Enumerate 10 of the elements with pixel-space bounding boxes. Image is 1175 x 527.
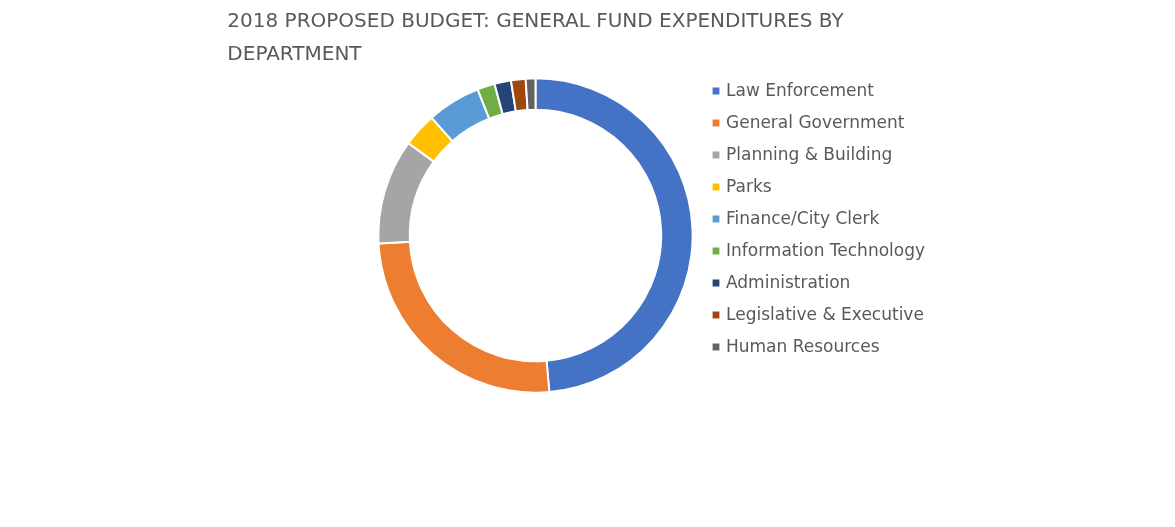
legend-label: Human Resources: [726, 336, 880, 356]
chart-title: 2018 PROPOSED BUDGET: GENERAL FUND EXPENDITURES BY DEPARTMENT: [227, 7, 845, 66]
legend-label: Law Enforcement: [726, 80, 874, 100]
legend-label: Planning & Building: [726, 144, 893, 164]
legend-label: Information Technology: [726, 240, 926, 260]
legend-label: Legislative & Executive: [726, 304, 924, 324]
legend-label: Finance/City Clerk: [726, 208, 880, 228]
legend-label: General Government: [726, 112, 905, 132]
legend-label: Parks: [726, 176, 772, 196]
legend-label: Administration: [726, 272, 851, 292]
